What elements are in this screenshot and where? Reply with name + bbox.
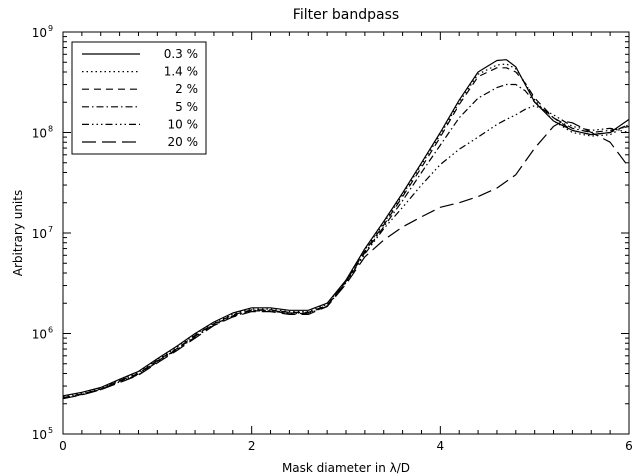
legend-box bbox=[71, 41, 207, 155]
chart-title: Filter bandpass bbox=[293, 7, 399, 23]
y-tick-label: 10 bbox=[32, 26, 47, 40]
x-tick-label: 4 bbox=[437, 439, 445, 453]
legend-label-3: 2 % bbox=[175, 82, 198, 96]
y-tick-exponent: 6 bbox=[48, 326, 53, 335]
legend: 0.3 % 1.4 % 2 % 5 % 10 % 20 % bbox=[71, 41, 207, 155]
y-tick-exponent: 9 bbox=[48, 24, 53, 33]
x-tick-label: 6 bbox=[625, 439, 633, 453]
y-axis-label: Arbitrary units bbox=[11, 190, 25, 276]
series-line-3 bbox=[62, 67, 630, 399]
x-tick-label: 0 bbox=[59, 439, 67, 453]
legend-label-5: 10 % bbox=[168, 117, 199, 131]
x-tick-label: 2 bbox=[248, 439, 256, 453]
y-tick-label: 10 bbox=[32, 328, 47, 342]
series-line-4 bbox=[62, 83, 630, 399]
legend-label-4: 5 % bbox=[175, 100, 198, 114]
y-tick-label: 10 bbox=[32, 127, 47, 141]
y-tick-exponent: 5 bbox=[48, 426, 53, 435]
legend-label-6: 20 % bbox=[168, 135, 199, 149]
series-line-1 bbox=[62, 59, 630, 397]
y-tick-label: 10 bbox=[32, 227, 47, 241]
series-line-5 bbox=[62, 104, 630, 399]
series-line-6 bbox=[62, 120, 630, 400]
y-tick-exponent: 7 bbox=[48, 225, 53, 234]
y-tick-exponent: 8 bbox=[48, 125, 53, 134]
legend-label-1: 0.3 % bbox=[164, 47, 198, 61]
x-axis-label: Mask diameter in λ/D bbox=[282, 461, 410, 475]
series-layer bbox=[62, 59, 630, 400]
legend-label-2: 1.4 % bbox=[164, 65, 198, 79]
y-tick-label: 10 bbox=[32, 428, 47, 442]
